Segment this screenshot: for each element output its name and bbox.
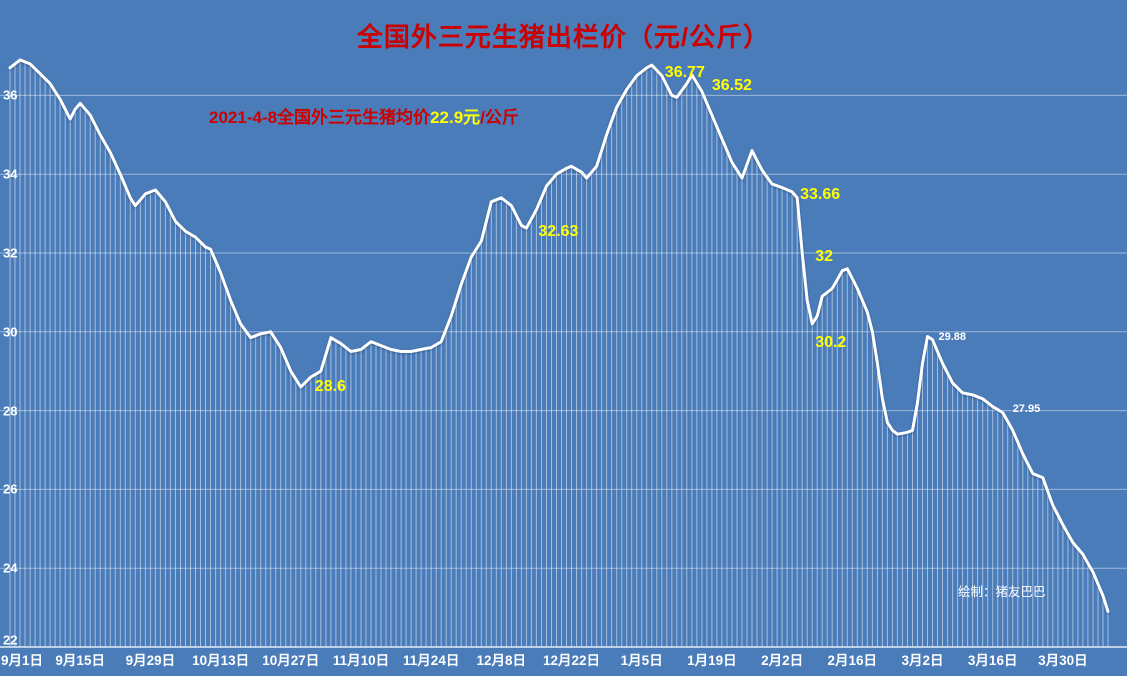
data-label: 32: [815, 248, 833, 265]
x-axis-label: 11月10日: [332, 653, 390, 668]
y-axis-label: 28: [3, 403, 18, 419]
subtitle-unit: /公斤: [480, 108, 519, 127]
data-label: 33.66: [800, 185, 841, 203]
data-label: 36.52: [711, 76, 752, 94]
x-axis-label: 9月1日: [1, 653, 44, 668]
data-label: 36.77: [664, 64, 705, 82]
data-label: 28.6: [314, 378, 346, 395]
x-axis-label: 2月16日: [827, 653, 878, 668]
y-axis-label: 26: [3, 481, 18, 497]
y-axis-label: 36: [3, 87, 18, 103]
x-axis-label: 10月27日: [262, 653, 320, 668]
y-axis-label: 30: [3, 324, 18, 340]
x-axis-label: 9月15日: [55, 653, 105, 668]
x-axis-label: 3月2日: [901, 653, 944, 668]
x-axis-label: 11月24日: [403, 653, 460, 668]
price-line: [8, 58, 1110, 613]
credit-text: 绘制：猪友巴巴: [958, 585, 1046, 599]
data-label: 30.2: [815, 333, 847, 351]
x-axis-label: 12月22日: [542, 653, 601, 668]
chart-subtitle: 2021-4-8全国外三元生猪均价22.9元/公斤: [209, 108, 519, 128]
y-axis-label: 34: [3, 166, 18, 182]
data-label: 27.95: [1012, 402, 1041, 415]
subtitle-text: 2021-4-8全国外三元生猪均价: [209, 108, 431, 127]
x-axis-label: 9月29日: [125, 653, 176, 668]
subtitle-highlight-value: 22.9元: [430, 108, 481, 127]
y-axis-label: 24: [3, 560, 18, 576]
data-label: 32.63: [538, 223, 579, 241]
x-axis-label: 12月8日: [476, 653, 527, 668]
x-axis-label: 10月13日: [192, 653, 250, 668]
chart-title: 全国外三元生猪出栏价（元/公斤）: [356, 22, 771, 52]
x-axis-label: 1月19日: [687, 653, 737, 668]
x-axis-label: 2月2日: [761, 653, 804, 668]
x-axis-label: 3月16日: [967, 653, 1018, 668]
y-axis-label: 32: [3, 245, 18, 261]
y-axis-label: 22: [3, 632, 18, 648]
x-axis-label: 3月30日: [1038, 653, 1088, 668]
x-axis-label: 1月5日: [620, 653, 663, 668]
data-label: 29.88: [938, 330, 967, 343]
